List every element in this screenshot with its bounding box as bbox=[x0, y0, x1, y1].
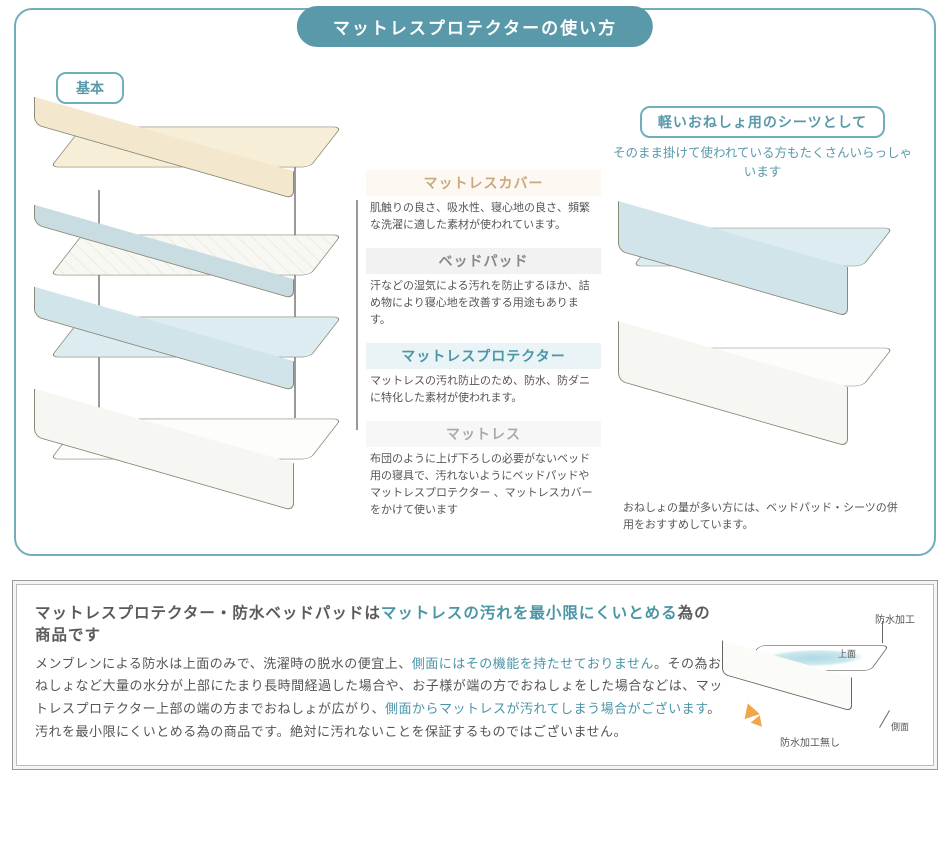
mattress-layer-shape bbox=[66, 402, 326, 476]
fig-flash-icon-2 bbox=[751, 713, 766, 727]
fig-label-waterproof: 防水加工 bbox=[875, 611, 915, 626]
heading-highlight: マットレスの汚れを最小限にくいとめる bbox=[381, 605, 678, 622]
protector-title: マットレスプロテクター bbox=[366, 343, 601, 369]
panel-content: マットレスカバー 肌触りの良さ、吸水性、寝心地の良さ、頻繁な洗濯に適した素材が使… bbox=[36, 50, 914, 534]
alt-usage-column: 軽いおねしょ用のシーツとして そのまま掛けて使われている方もたくさんいらっしゃい… bbox=[611, 50, 914, 534]
protector-block: マットレスプロテクター マットレスの汚れ防止のため、防水、防ダニに特化した素材が… bbox=[366, 343, 601, 407]
panel-title: マットレスプロテクターの使い方 bbox=[297, 6, 653, 47]
fig-label-top-surface: 上面 bbox=[838, 647, 856, 660]
body-hl-2: 側面からマットレスが汚れてしまう場合がございます bbox=[385, 701, 707, 716]
layer-stack-illustration bbox=[36, 50, 356, 530]
body-hl-1: 側面にはその機能を持たせておりません bbox=[412, 656, 654, 671]
alt-usage-pill: 軽いおねしょ用のシーツとして bbox=[640, 106, 885, 138]
cover-desc: 肌触りの良さ、吸水性、寝心地の良さ、頻繁な洗濯に適した素材が使われています。 bbox=[366, 196, 601, 234]
disclaimer-figure: 防水加工 上面 側面 防水加工無し bbox=[740, 601, 915, 751]
disclaimer-body: メンブレンによる防水は上面のみで、洗濯時の脱水の便宜上、側面にはその機能を持たせ… bbox=[35, 653, 724, 744]
cover-title: マットレスカバー bbox=[366, 170, 601, 196]
usage-panel: マットレスプロテクターの使い方 基本 マットレスカバー 肌触りの良さ、吸水性、寝… bbox=[14, 8, 936, 556]
pad-desc: 汗などの湿気による汚れを防止するほか、詰め物により寝心地を改善する用途もあります… bbox=[366, 274, 601, 329]
cover-block: マットレスカバー 肌触りの良さ、吸水性、寝心地の良さ、頻繁な洗濯に適した素材が使… bbox=[366, 170, 601, 234]
mattress-block: マットレス 布団のように上げ下ろしの必要がないベッド用の寝具で、汚れないようにベ… bbox=[366, 421, 601, 519]
cover-layer-shape bbox=[66, 110, 326, 184]
alt-usage-note: おねしょの量が多い方には、ベッドパッド・シーツの併用をおすすめしています。 bbox=[611, 500, 914, 534]
heading-pre: マットレスプロテクター・防水ベッドパッドは bbox=[35, 605, 381, 622]
alt-stack-illustration bbox=[623, 192, 903, 492]
pad-title: ベッドパッド bbox=[366, 248, 601, 274]
disclaimer-heading: マットレスプロテクター・防水ベッドパッドはマットレスの汚れを最小限にくいとめる為… bbox=[35, 601, 724, 645]
layer-descriptions: マットレスカバー 肌触りの良さ、吸水性、寝心地の良さ、頻繁な洗濯に適した素材が使… bbox=[366, 50, 601, 534]
body-seg-1: メンブレンによる防水は上面のみで、洗濯時の脱水の便宜上、 bbox=[35, 656, 412, 671]
mattress-title: マットレス bbox=[366, 421, 601, 447]
protector-desc: マットレスの汚れ防止のため、防水、防ダニに特化した素材が使われます。 bbox=[366, 369, 601, 407]
disclaimer-panel: マットレスプロテクター・防水ベッドパッドはマットレスの汚れを最小限にくいとめる為… bbox=[12, 580, 938, 770]
protector-layer-shape bbox=[66, 300, 326, 374]
fig-label-no-waterproof: 防水加工無し bbox=[780, 734, 840, 749]
pad-block: ベッドパッド 汗などの湿気による汚れを防止するほか、詰め物により寝心地を改善する… bbox=[366, 248, 601, 329]
fig-label-side-surface: 側面 bbox=[891, 720, 909, 733]
pad-layer-shape bbox=[66, 218, 326, 292]
disclaimer-text: マットレスプロテクター・防水ベッドパッドはマットレスの汚れを最小限にくいとめる為… bbox=[35, 601, 724, 751]
alt-usage-sub: そのまま掛けて使われている方もたくさんいらっしゃいます bbox=[611, 144, 914, 182]
mattress-desc: 布団のように上げ下ろしの必要がないベッド用の寝具で、汚れないようにベッドパッドや… bbox=[366, 447, 601, 519]
disclaimer-inner: マットレスプロテクター・防水ベッドパッドはマットレスの汚れを最小限にくいとめる為… bbox=[16, 584, 934, 766]
